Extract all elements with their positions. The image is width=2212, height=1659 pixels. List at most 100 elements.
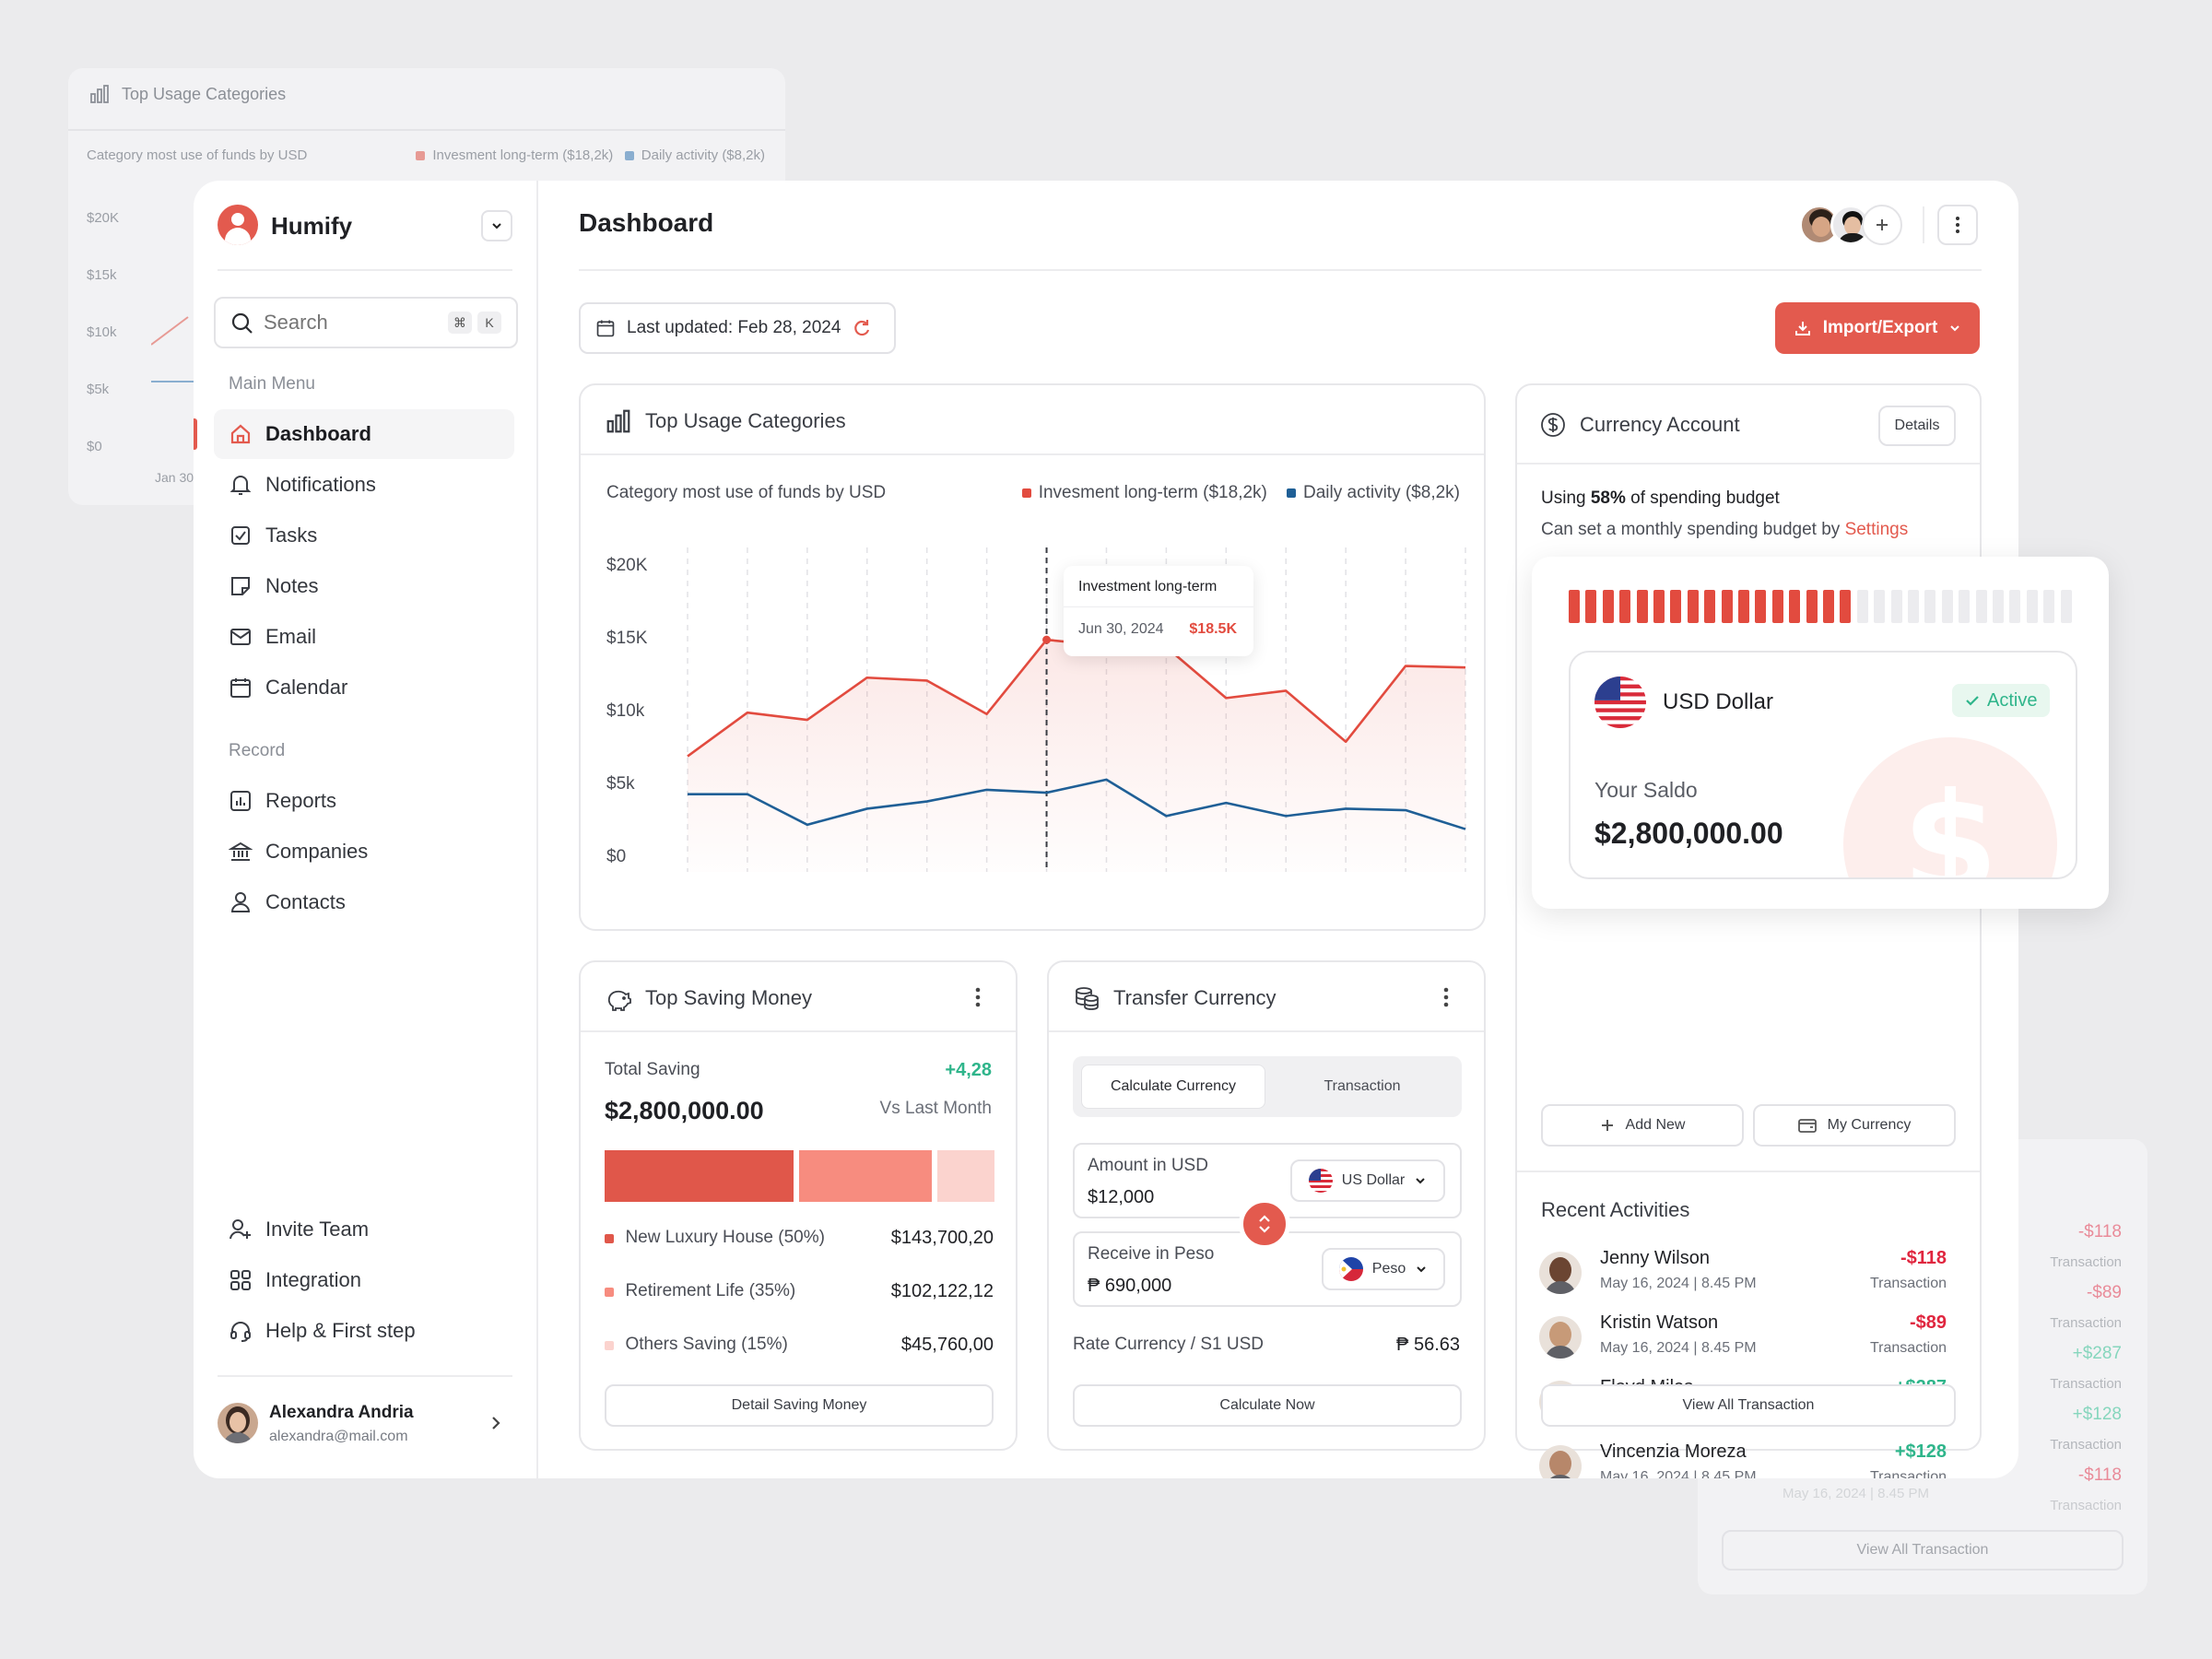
budget-tick [1687,590,1699,623]
legend-dot-luxury [605,1233,614,1243]
peso-currency-select[interactable]: Peso [1322,1248,1445,1290]
saving-card: Top Saving Money Total Saving +4,28 $2,8… [579,960,1018,1451]
tab-calculate-currency[interactable]: Calculate Currency [1081,1065,1265,1109]
activity-row[interactable]: Kristin Watson May 16, 2024 | 8.45 PM -$89… [1539,1312,1947,1368]
transfer-tabs: Calculate Currency Transaction [1073,1056,1462,1117]
budget-tick [1569,590,1580,623]
avatar [1539,1316,1582,1359]
more-vertical-icon[interactable] [1443,986,1449,1008]
usd-currency-select[interactable]: US Dollar [1290,1159,1445,1202]
activity-type: Transaction [1870,1469,1947,1478]
tooltip-value: $18.5K [1189,621,1237,637]
saldo-label: Your Saldo [1594,778,1698,802]
chevron-down-icon [1948,322,1961,335]
more-options-button[interactable] [1937,205,1978,245]
budget-tick [1636,590,1648,623]
sidebar-item-dashboard[interactable]: Dashboard [214,409,514,459]
y-tick-label: $0 [606,847,626,866]
user-icon [229,890,253,914]
activity-date: May 16, 2024 | 8.45 PM [1600,1469,1757,1478]
bar-chart-icon [605,407,632,435]
details-button[interactable]: Details [1878,406,1956,446]
sidebar-item-invite-team[interactable]: Invite Team [214,1205,514,1254]
home-icon [229,422,253,446]
sidebar-item-label: Companies [265,840,369,863]
chevron-down-icon [490,219,503,232]
receive-label: Receive in Peso [1088,1244,1215,1264]
rate-label: Rate Currency / S1 USD [1073,1335,1264,1354]
budget-tick [1924,590,1936,623]
view-all-transaction-button[interactable]: View All Transaction [1541,1384,1956,1427]
budget-tick [1975,590,1987,623]
budget-tick [1704,590,1716,623]
calculate-now-button[interactable]: Calculate Now [1073,1384,1462,1427]
currency-popover: $ USD Dollar Active Your Saldo $2,800,00… [1532,557,2109,909]
activity-row[interactable]: Jenny Wilson May 16, 2024 | 8.45 PM -$118 T… [1539,1248,1947,1303]
us-flag-icon [1308,1169,1333,1193]
sidebar-item-calendar[interactable]: Calendar [214,663,514,712]
sidebar-item-label: Notifications [265,473,376,496]
page-title: Dashboard [579,208,714,237]
budget-tick [1670,590,1682,623]
tab-transaction[interactable]: Transaction [1324,1078,1401,1094]
usage-chart-card: Top Usage Categories Category most use o… [579,383,1486,931]
activity-date: May 16, 2024 | 8.45 PM [1600,1340,1757,1356]
sidebar-item-notifications[interactable]: Notifications [214,460,514,510]
user-profile[interactable]: Alexandra Andria alexandra@mail.com [218,1395,518,1451]
budget-tick [1959,590,1971,623]
bell-icon [229,473,253,497]
sidebar-item-reports[interactable]: Reports [214,776,514,826]
bank-icon [229,840,253,864]
note-icon [229,574,253,598]
usd-account-card[interactable]: $ USD Dollar Active Your Saldo $2,800,00… [1569,651,2077,879]
sidebar-item-label: Email [265,625,317,648]
avatar [1539,1252,1582,1294]
sidebar-item-label: Tasks [265,524,318,547]
sidebar-item-label: Contacts [265,890,346,913]
currency-account-card: Currency Account Details Using 58% of sp… [1515,383,1982,1478]
investment-area [688,640,1465,872]
avatar [218,1403,258,1443]
avatar [1539,1445,1582,1478]
budget-meter [1569,590,2077,623]
plus-icon [1874,217,1890,233]
activity-row[interactable]: Vincenzia Moreza May 16, 2024 | 8.45 PM +$… [1539,1441,1947,1478]
search-input[interactable] [262,308,428,337]
highlight-point [1042,635,1052,644]
swap-currency-button[interactable] [1239,1198,1290,1250]
budget-tick [2009,590,2021,623]
sidebar-item-email[interactable]: Email [214,612,514,662]
budget-hint: Can set a monthly spending budget by Set… [1541,520,1909,539]
add-member-button[interactable] [1862,205,1902,245]
sidebar-item-tasks[interactable]: Tasks [214,511,514,560]
sidebar-item-notes[interactable]: Notes [214,561,514,611]
saving-legend-row: New Luxury House (50%) $143,700,20 [605,1228,994,1255]
import-export-button[interactable]: Import/Export [1775,302,1980,354]
budget-tick [1823,590,1834,623]
workspace-dropdown-button[interactable] [481,210,512,241]
budget-tick [1874,590,1886,623]
settings-link[interactable]: Settings [1844,520,1909,539]
budget-tick [2060,590,2072,623]
more-vertical-icon[interactable] [975,986,981,1008]
last-updated-label: Last updated: Feb 28, 2024 [627,318,841,337]
refresh-icon [852,318,872,338]
activity-amount: -$89 [1909,1312,1947,1333]
download-icon [1794,319,1812,337]
chart-tooltip: Investment long-term Jun 30, 2024 $18.5K [1064,566,1253,656]
headset-icon [229,1319,253,1343]
sidebar-item-contacts[interactable]: Contacts [214,877,514,927]
activity-name: Vincenzia Moreza [1600,1441,1747,1462]
saving-legend-row: Others Saving (15%) $45,760,00 [605,1335,994,1362]
sidebar-item-integration[interactable]: Integration [214,1255,514,1305]
last-updated-button[interactable]: Last updated: Feb 28, 2024 [579,302,896,354]
chevron-right-icon [487,1414,505,1432]
search-box[interactable]: ⌘ K [214,297,518,348]
sidebar-item-help[interactable]: Help & First step [214,1306,514,1356]
add-new-button[interactable]: Add New [1541,1104,1744,1147]
sidebar-item-companies[interactable]: Companies [214,827,514,877]
my-currency-button[interactable]: My Currency [1753,1104,1956,1147]
check-icon [1965,693,1980,708]
detail-saving-button[interactable]: Detail Saving Money [605,1384,994,1427]
legend-label-investment: Invesment long-term ($18,2k) [1038,483,1267,502]
